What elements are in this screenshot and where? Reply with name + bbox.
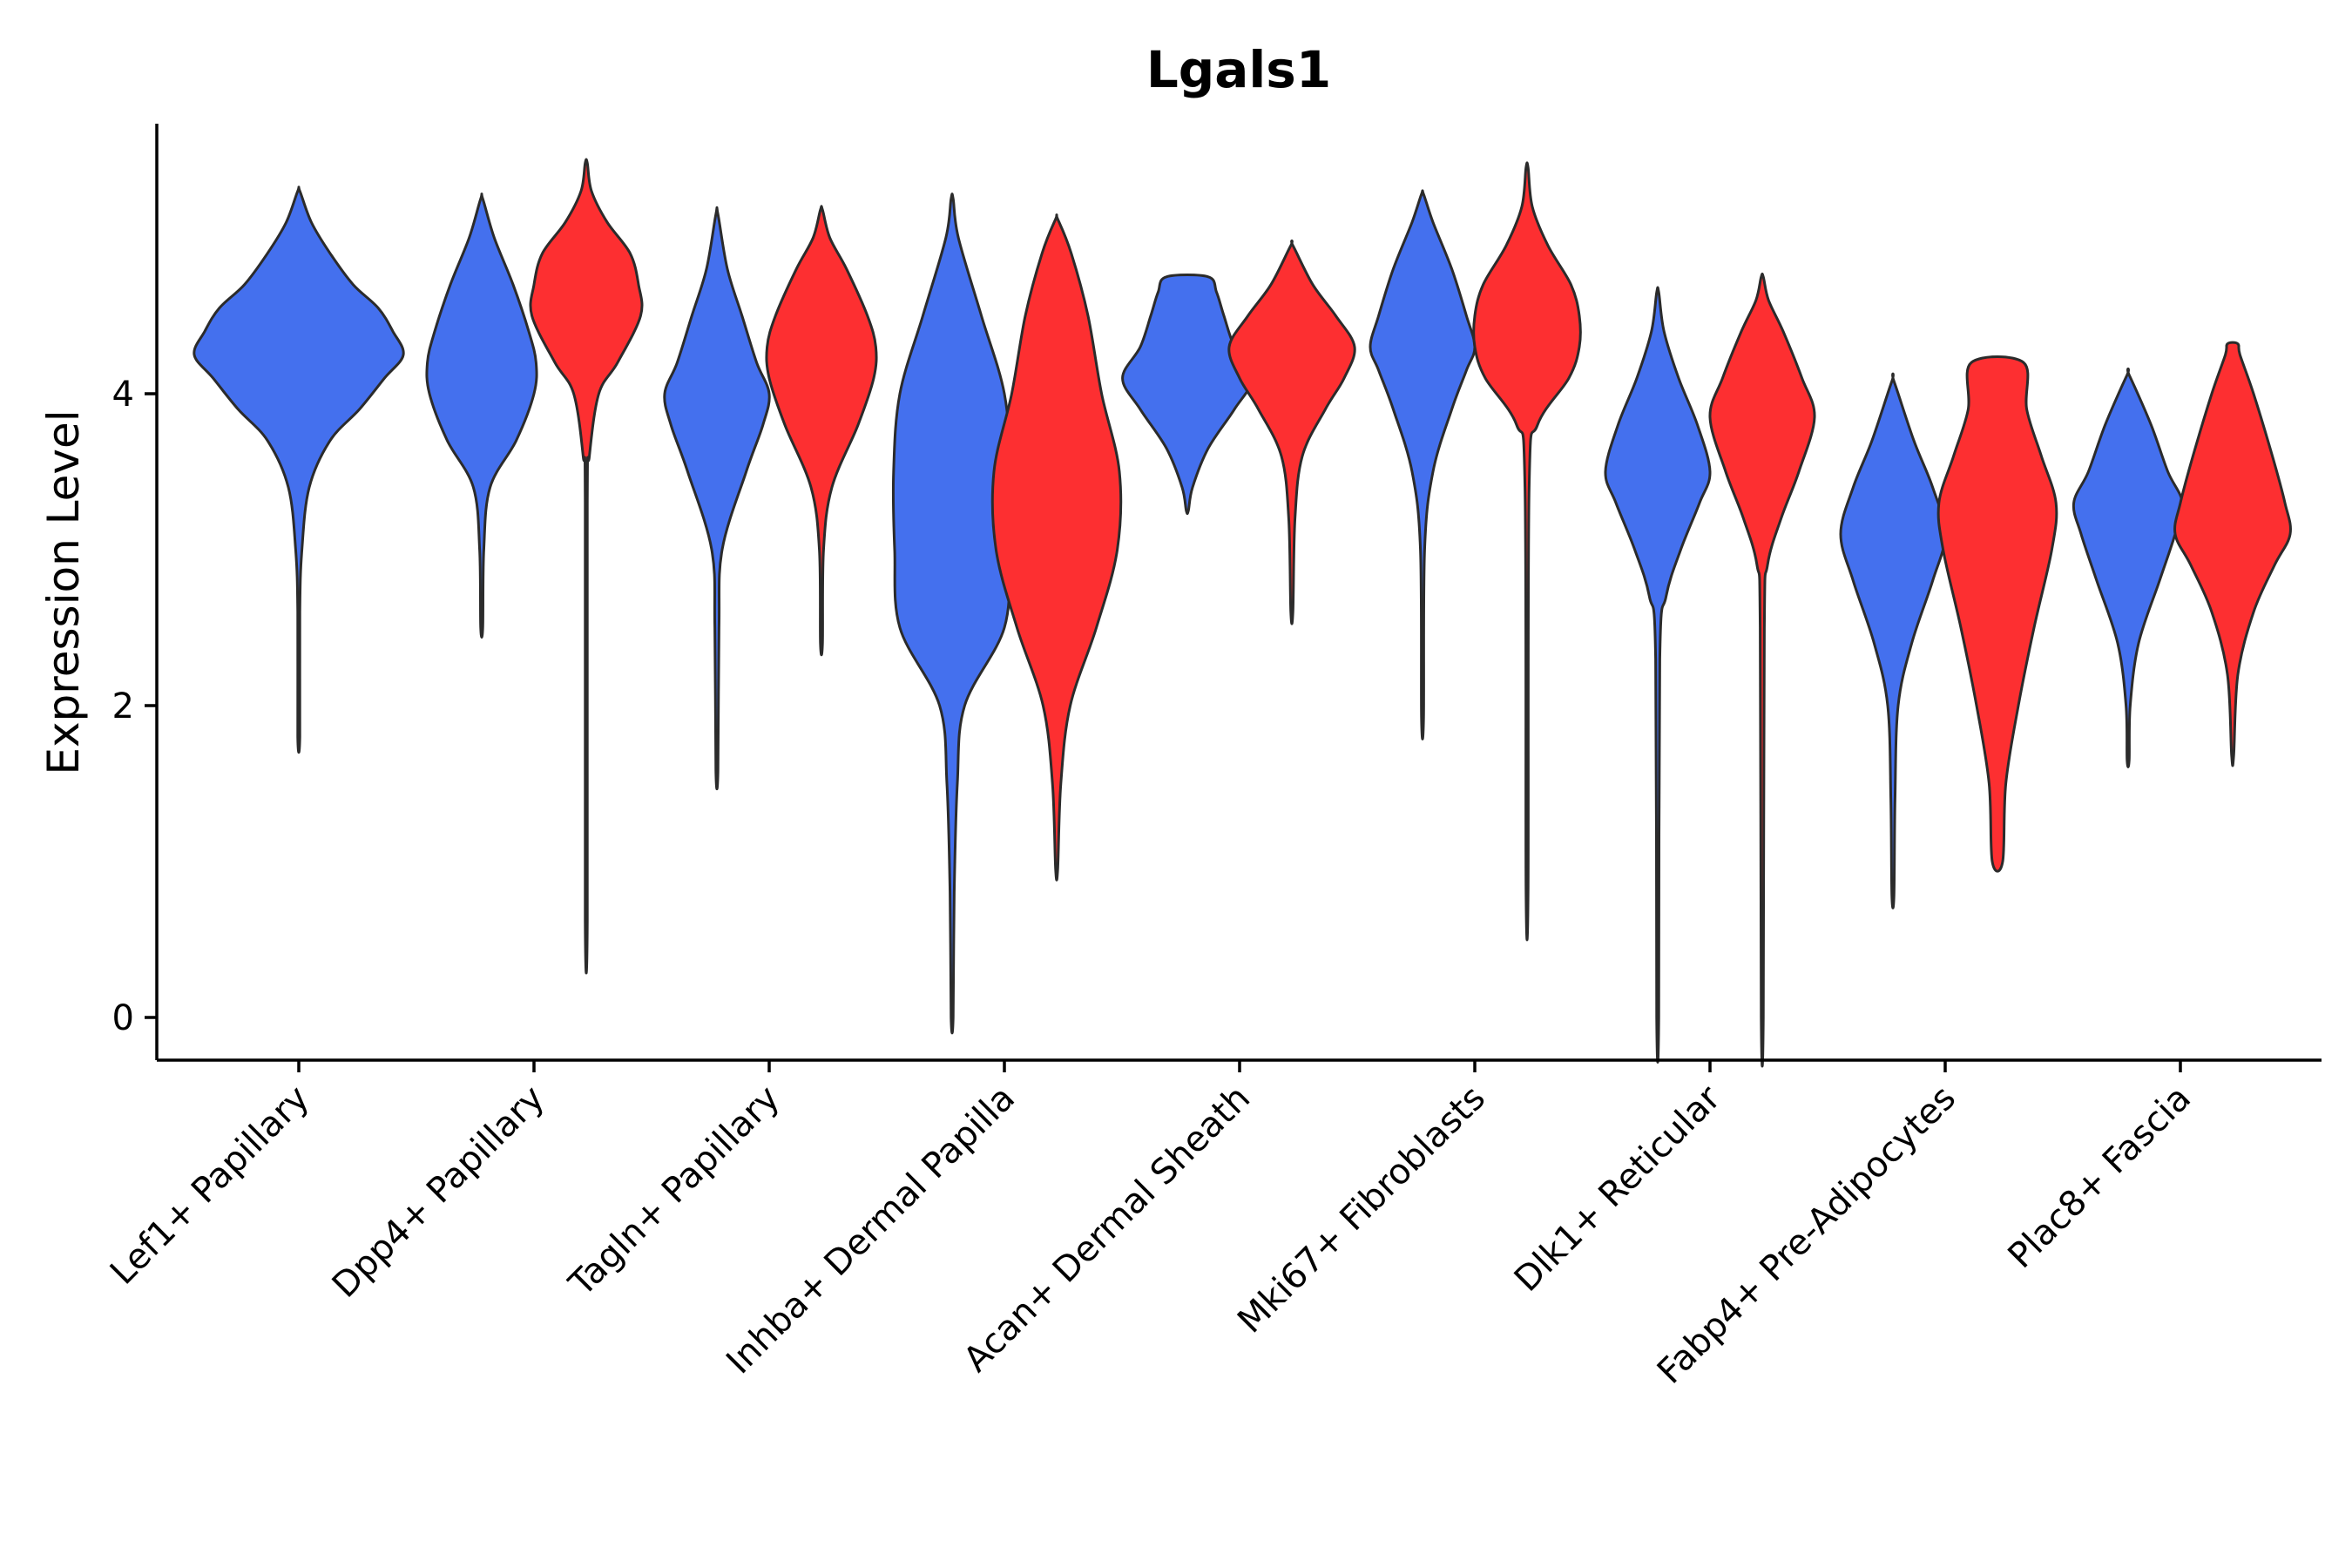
violin-fabp4-pre-adipocytes-red [1936,355,2058,873]
violin-lef1-papillary-blue [193,186,405,754]
violins-group [193,158,2292,1068]
violin-dpp4-papillary-red [529,158,644,975]
violin-plac8-fascia-red [2173,341,2292,767]
y-ticks-group: 0 2 4 [112,375,157,1038]
x-tick-label: Lef1+ Papillary [103,1078,317,1293]
violin-inhba-dermal-papilla-blue [891,193,1013,1035]
y-tick-label: 4 [112,375,134,415]
x-tick-label: Plac8+ Fascia [2001,1078,2200,1277]
violin-inhba-dermal-papilla-red [990,213,1123,882]
violin-tagln-papillary-blue [663,206,771,791]
violin-acan-dermal-sheath-red [1227,239,1356,625]
y-tick-label: 2 [112,686,134,727]
violin-fabp4-pre-adipocytes-blue [1839,372,1947,909]
x-tick-label: Dlk1+ Reticular [1507,1078,1729,1300]
x-tick-label: Dpp4+ Papillary [325,1078,552,1306]
y-axis-label: Expression Level [38,409,89,774]
x-tick-label: Tagln+ Papillary [561,1078,787,1305]
violin-acan-dermal-sheath-blue [1121,274,1254,516]
chart-title: Lgals1 [1146,40,1331,99]
violin-mki67-fibroblasts-red [1472,161,1582,942]
violin-dpp4-papillary-blue [425,193,538,639]
violin-mki67-fibroblasts-blue [1369,189,1477,740]
x-tick-label: Mki67+ Fibroblasts [1230,1078,1493,1342]
violin-plac8-fascia-blue [2072,367,2185,768]
y-tick-label: 0 [112,998,134,1038]
violin-dlk1-reticular-red [1708,272,1816,1068]
violin-dlk1-reticular-blue [1604,286,1712,1064]
violin-tagln-papillary-red [765,205,878,657]
x-ticks-group: Lef1+ Papillary Dpp4+ Papillary Tagln+ Pap… [103,1060,2199,1392]
